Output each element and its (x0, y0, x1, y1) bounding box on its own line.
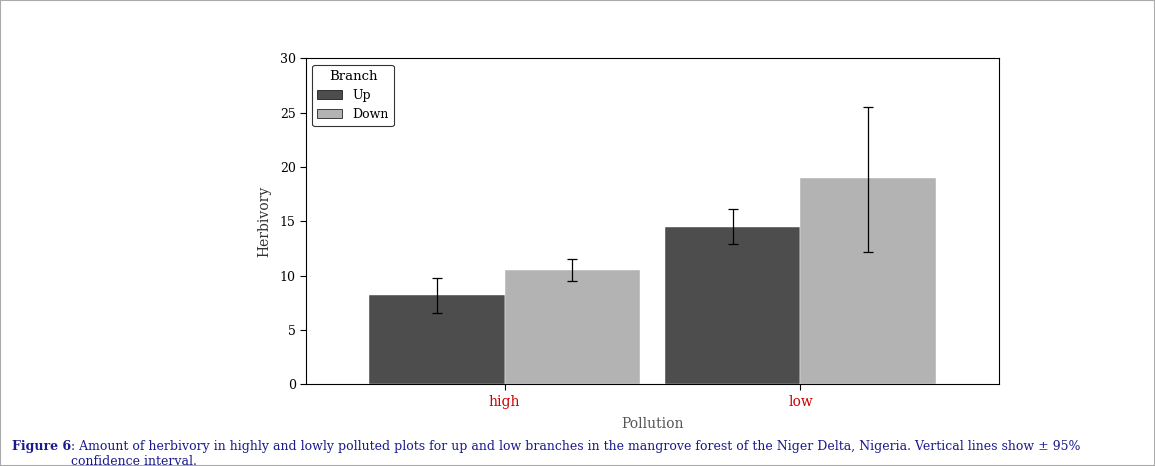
Bar (800, 178, 936, 384)
Bar (665, 227, 800, 384)
Text: : Amount of herbivory in highly and lowly polluted plots for up and low branches: : Amount of herbivory in highly and lowl… (70, 440, 1080, 466)
Y-axis label: Herbivory: Herbivory (258, 186, 271, 257)
X-axis label: Pollution: Pollution (621, 417, 684, 431)
Bar (370, 295, 505, 384)
Text: Figure 6: Figure 6 (12, 440, 70, 453)
Legend: Up, Down: Up, Down (312, 64, 394, 126)
Bar (505, 270, 640, 384)
